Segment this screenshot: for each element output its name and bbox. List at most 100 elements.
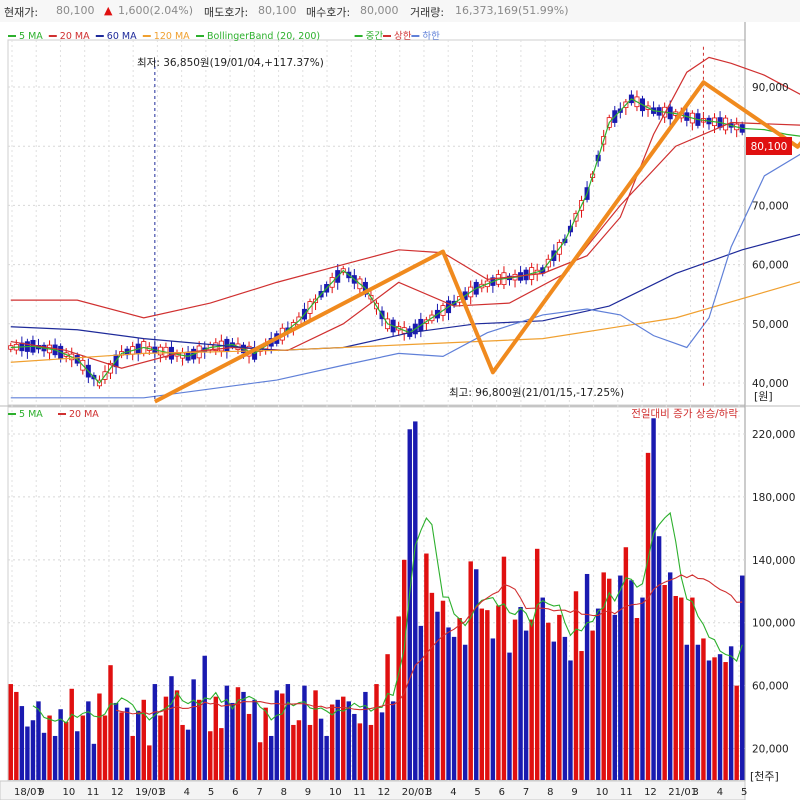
volume-panel [8, 418, 745, 780]
volume-bar [196, 699, 202, 780]
volume-bar [629, 580, 634, 780]
volume-bar [568, 660, 573, 780]
x-tick-label: 10 [596, 787, 609, 798]
volume-bar [313, 690, 318, 780]
volume-bar [97, 693, 102, 780]
volume-bar [324, 735, 329, 780]
current-price-tag [746, 137, 792, 155]
volume-bar [529, 619, 534, 780]
volume-bar [634, 618, 640, 780]
bid-value: 80,000 [360, 4, 399, 17]
volume-bar [268, 735, 274, 780]
volume-bar [213, 696, 219, 780]
price-line-20-MA [10, 121, 800, 369]
volume-bar [435, 611, 440, 780]
volume-bar [584, 573, 590, 780]
x-tick-label: 6 [499, 787, 505, 798]
volume-bar [667, 572, 673, 780]
volume-bar [235, 687, 241, 780]
volume-bar [407, 429, 412, 780]
volume-bar [640, 597, 645, 780]
x-tick-label: 10 [62, 787, 75, 798]
volume-note: 전일대비 증가 상승/하락 [631, 407, 738, 420]
volume-bar [401, 559, 407, 780]
volume-bar [385, 654, 390, 780]
price-line-60-MA [10, 233, 800, 352]
volume-bar [706, 660, 712, 780]
volume-bar [69, 688, 74, 780]
volume-tick-label: 140,000 [752, 555, 795, 567]
volume-bar [169, 676, 174, 780]
volume-bar [274, 690, 279, 780]
legend-label: 중간 [366, 31, 384, 42]
x-tick-label: 11 [620, 787, 633, 798]
x-tick-label: 12 [111, 787, 124, 798]
volume-bar [58, 709, 63, 780]
low-annotation: 최저: 36,850원(19/01/04,+117.37%) [137, 57, 324, 69]
volume-bar [363, 691, 368, 780]
price-tick-label: 50,000 [752, 319, 789, 331]
volume-bar [346, 701, 352, 780]
volume-bar [219, 728, 224, 780]
volume-bar [47, 715, 52, 780]
x-tick-label: 4 [717, 787, 723, 798]
volume-tick-label: 20,000 [752, 744, 789, 756]
volume-bar [230, 702, 235, 780]
x-tick-label: 4 [450, 787, 456, 798]
volume-bar [291, 724, 296, 780]
x-tick-label: 19/01 [135, 787, 164, 798]
price-line-상한 [10, 56, 800, 319]
volume-bar [202, 655, 207, 780]
volume-bar [19, 706, 25, 780]
volume-bar [534, 548, 540, 780]
volume-bar [174, 690, 180, 780]
volume-bar [557, 614, 562, 780]
volume-bar [468, 561, 473, 780]
volume-bar [86, 701, 91, 780]
volume-bar [246, 713, 252, 780]
volume-bar [302, 685, 307, 780]
volume-bar [573, 591, 579, 780]
volume-bar [623, 547, 629, 780]
up-arrow-icon: ▲ [104, 4, 113, 17]
volume-bar [546, 622, 551, 780]
volume-bar [241, 691, 246, 780]
x-tick-label: 20/01 [402, 787, 431, 798]
ask-label: 매도호가: [204, 6, 249, 19]
volume-bar [518, 607, 523, 780]
x-tick-label: 10 [329, 787, 342, 798]
volume-bar [457, 618, 462, 780]
volume-bar [690, 597, 695, 780]
x-tick-label: 5 [741, 787, 747, 798]
volume-bar [651, 418, 656, 780]
volume-bar [656, 536, 662, 780]
volume-bar [390, 701, 396, 780]
volume-bar [80, 715, 86, 780]
volume-bar [280, 693, 285, 780]
volume-bar [335, 699, 340, 780]
volume-bar [30, 720, 36, 780]
volume-bar [618, 575, 623, 780]
volume-bar [562, 636, 568, 780]
volume-bar [41, 732, 47, 780]
volume-bar [91, 743, 97, 780]
volume-bar [429, 592, 435, 780]
volume-bar [523, 630, 529, 780]
trend-line [153, 80, 800, 404]
volume-bar [490, 638, 496, 780]
volume-bar [152, 684, 158, 780]
volume-bar [612, 614, 617, 780]
x-axis-band [0, 780, 746, 800]
volume-bar [701, 638, 706, 780]
volume-bar [374, 684, 379, 780]
x-tick-label: 12 [644, 787, 657, 798]
volume-bar [379, 712, 385, 780]
volume-bar [512, 619, 518, 780]
volume-bar [285, 684, 291, 780]
legend-label: 120 MA [154, 31, 190, 42]
volume-bar [75, 731, 80, 780]
volume-bar [645, 452, 651, 780]
volume-bar [8, 684, 13, 780]
x-tick-label: 7 [256, 787, 262, 798]
volume-bar [501, 556, 507, 780]
